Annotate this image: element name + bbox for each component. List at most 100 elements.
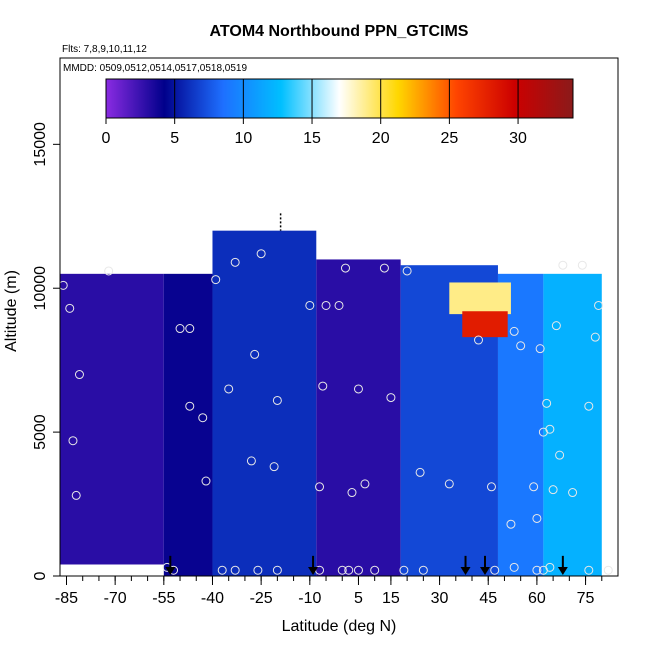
x-tick-label: -25 [250, 590, 273, 607]
sample-point [568, 488, 578, 498]
sample-point [555, 450, 565, 460]
y-axis: 0 5000 10000 15000 [32, 122, 60, 580]
x-tick-label: -70 [104, 590, 127, 607]
sample-point [490, 565, 500, 575]
sample-point [201, 476, 211, 486]
sample-point [577, 260, 587, 270]
sample-point [486, 482, 496, 492]
sample-point [65, 303, 75, 313]
sample-point [269, 462, 279, 472]
colorbar-tick-label: 25 [440, 130, 458, 147]
sample-point [253, 565, 263, 575]
colorbar-tick-label: 0 [102, 130, 111, 147]
profile-markers [165, 213, 568, 575]
sample-point [230, 257, 240, 267]
sample-point [337, 565, 347, 575]
flights-subtitle: Flts: 7,8,9,10,11,12 [62, 44, 147, 55]
x-tick-label: 30 [431, 590, 449, 607]
field-cell [163, 273, 213, 576]
sample-point [558, 260, 568, 270]
sample-point [71, 490, 81, 500]
sample-point [246, 456, 256, 466]
sample-point [418, 565, 428, 575]
field-cell [449, 282, 511, 315]
profile-arrow-head [308, 567, 319, 575]
sample-point [584, 401, 594, 411]
y-tick-label: 5000 [32, 414, 49, 450]
sample-point [315, 482, 325, 492]
sample-point [185, 401, 195, 411]
profile-arrow-head [479, 567, 490, 575]
sample-point [444, 479, 454, 489]
sample-point [272, 565, 282, 575]
chart-title: ATOM4 Northbound PPN_GTCIMS [210, 23, 469, 40]
sample-point [217, 565, 227, 575]
sample-point [590, 332, 600, 342]
sample-point [340, 263, 350, 273]
sample-point [224, 384, 234, 394]
heatmap-field [60, 230, 602, 576]
sample-point [584, 565, 594, 575]
y-tick-label: 0 [32, 571, 49, 580]
sample-point [256, 249, 266, 259]
dates-subtitle: MMDD: 0509,0512,0514,0517,0518,0519 [63, 63, 247, 74]
sample-point [68, 436, 78, 446]
profile-arrow-head [460, 567, 471, 575]
x-tick-label: 45 [479, 590, 497, 607]
sample-point [506, 519, 516, 529]
sample-point [545, 562, 555, 572]
sample-point [516, 341, 526, 351]
x-axis: -85 -70 -55 -40 -25 -10 5 15 30 45 60 75 [55, 576, 603, 607]
field-cell [60, 273, 164, 565]
field-cell [316, 259, 401, 576]
sample-point [185, 324, 195, 334]
sample-points [60, 249, 613, 575]
field-cell [462, 311, 508, 338]
sample-point [321, 300, 331, 310]
sample-point [211, 275, 221, 285]
sample-point [402, 266, 412, 276]
sample-point [74, 370, 84, 380]
sample-point [230, 565, 240, 575]
x-tick-label: -40 [201, 590, 224, 607]
sample-point [509, 562, 519, 572]
sample-point [272, 395, 282, 405]
sample-point [104, 266, 114, 276]
field-cell [543, 273, 602, 576]
sample-point [509, 326, 519, 336]
colorbar-tick-label: 30 [509, 130, 527, 147]
sample-point [603, 565, 613, 575]
colorbar-bar [105, 78, 574, 119]
profile-arrow-head [165, 567, 176, 575]
sample-point [548, 485, 558, 495]
x-tick-label: 75 [577, 590, 595, 607]
sample-point [529, 482, 539, 492]
sample-point [60, 280, 68, 290]
y-axis-label: Altitude (m) [3, 270, 20, 352]
sample-point [318, 381, 328, 391]
sample-point [353, 384, 363, 394]
x-tick-label: 60 [528, 590, 546, 607]
x-tick-label: -10 [298, 590, 321, 607]
sample-point [551, 321, 561, 331]
x-tick-label: 15 [382, 590, 400, 607]
x-tick-label: -85 [55, 590, 78, 607]
y-tick-label: 10000 [32, 266, 49, 311]
profile-arrow-head [557, 567, 568, 575]
sample-point [415, 467, 425, 477]
colorbar-tick-label: 10 [234, 130, 252, 147]
sample-point [474, 335, 483, 345]
plot-frame [59, 57, 619, 577]
field-cell [212, 230, 317, 576]
sample-point [353, 565, 363, 575]
sample-point [594, 300, 604, 310]
sample-point [399, 565, 409, 575]
sample-point [370, 565, 380, 575]
sample-point [347, 488, 357, 498]
sample-point [334, 300, 344, 310]
colorbar-tick-label: 5 [170, 130, 179, 147]
y-tick-label: 15000 [32, 122, 49, 167]
colorbar-tick-label: 20 [372, 130, 390, 147]
colorbar-tick-label: 15 [303, 130, 321, 147]
